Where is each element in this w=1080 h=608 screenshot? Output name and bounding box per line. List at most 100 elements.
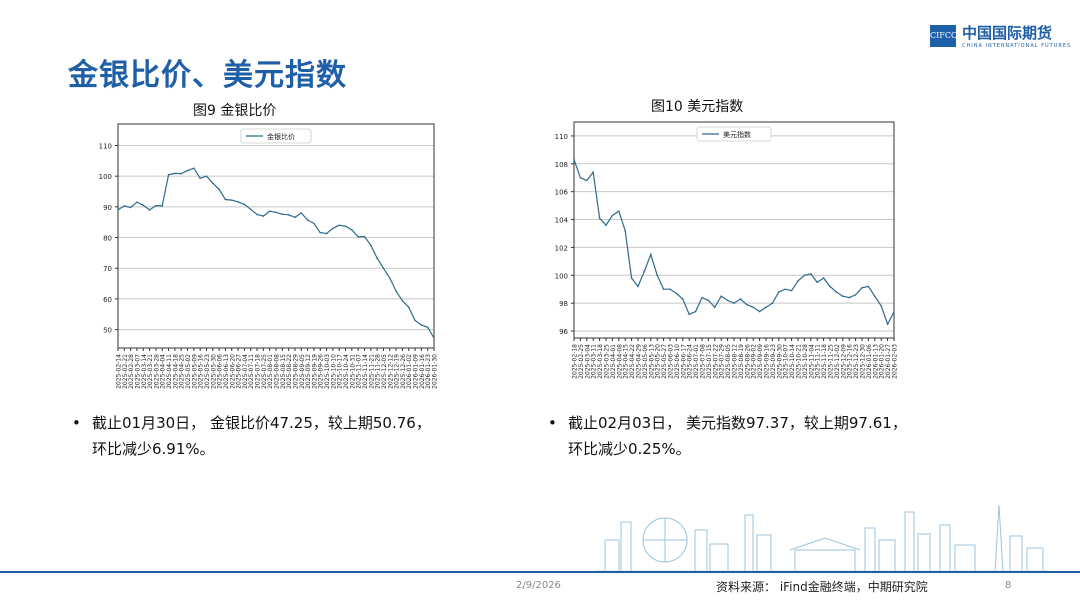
y-tick-label: 100 — [555, 272, 568, 280]
x-tick-label: 2025-08-12 — [732, 344, 739, 379]
data-point — [237, 201, 239, 203]
left-bullet-line2: 环比减少6.91%。 — [92, 440, 215, 458]
x-tick-label: 2025-04-15 — [623, 344, 630, 379]
x-tick-label: 2025-04-08 — [616, 344, 623, 379]
data-point — [300, 212, 303, 214]
data-point — [117, 209, 119, 211]
x-tick-label: 2025-10-14 — [789, 344, 796, 379]
y-tick-label: 50 — [103, 327, 112, 335]
x-tick-label: 2025-04-25 — [179, 354, 186, 389]
data-point — [682, 298, 684, 300]
x-tick-label: 2025-05-30 — [210, 354, 217, 389]
data-point — [275, 211, 277, 214]
x-tick-label: 2025-10-07 — [783, 344, 790, 379]
data-point — [797, 280, 799, 282]
y-tick-label: 80 — [103, 235, 112, 243]
x-tick-label: 2025-06-06 — [217, 354, 224, 389]
data-point — [212, 182, 214, 185]
data-point — [205, 175, 208, 177]
x-tick-label: 2025-08-01 — [267, 354, 274, 389]
x-tick-label: 2026-01-13 — [872, 344, 879, 379]
data-point — [268, 210, 271, 212]
x-tick-label: 2025-05-27 — [661, 344, 668, 379]
x-tick-label: 2025-05-09 — [191, 354, 198, 389]
x-tick-label: 2025-10-31 — [349, 354, 356, 389]
data-point — [861, 287, 863, 289]
data-point — [758, 310, 761, 313]
data-point — [243, 203, 246, 206]
y-tick-label: 104 — [555, 217, 569, 225]
x-tick-label: 2025-09-16 — [764, 344, 771, 379]
x-tick-label: 2025-08-29 — [292, 354, 299, 389]
data-point — [765, 306, 767, 309]
x-tick-label: 2025-11-25 — [828, 344, 835, 379]
data-point — [256, 213, 258, 216]
x-tick-label: 2025-07-22 — [712, 344, 719, 379]
data-point — [218, 188, 220, 191]
right-chart-title: 图10 美元指数 — [651, 99, 744, 115]
x-tick-label: 2025-06-03 — [668, 344, 675, 379]
x-tick-label: 2025-02-14 — [116, 354, 123, 389]
data-point — [880, 305, 882, 307]
data-point — [720, 295, 722, 297]
data-point — [332, 227, 334, 230]
x-tick-label: 2025-05-16 — [198, 354, 205, 389]
x-tick-label: 2025-03-14 — [141, 354, 148, 389]
data-point — [650, 253, 652, 256]
x-tick-label: 2025-03-11 — [591, 344, 598, 379]
left-bullet-line1: 截止01月30日， 金银比价47.25，较上期50.76， — [92, 414, 431, 432]
data-point — [129, 206, 132, 209]
data-point — [281, 213, 284, 216]
data-point — [714, 306, 716, 309]
data-point — [656, 274, 658, 277]
x-tick-label: 2025-12-19 — [394, 354, 401, 389]
x-tick-label: 2025-04-11 — [166, 354, 173, 389]
data-point — [778, 291, 780, 293]
data-point — [886, 323, 889, 325]
bullet-dot: • — [72, 414, 81, 432]
x-tick-label: 2025-03-25 — [604, 344, 611, 379]
data-point — [395, 290, 397, 293]
x-tick-label: 2025-06-20 — [229, 354, 236, 389]
x-tick-label: 2026-02-03 — [892, 344, 899, 379]
data-point — [230, 199, 233, 201]
x-tick-label: 2026-01-06 — [866, 344, 873, 379]
data-point — [752, 306, 754, 309]
data-point — [739, 298, 742, 300]
footer-date: 2/9/2026 — [516, 580, 561, 591]
data-point — [294, 216, 296, 219]
series-line — [117, 167, 435, 339]
data-point — [401, 299, 404, 302]
x-tick-label: 2025-12-12 — [387, 354, 394, 389]
data-point — [605, 224, 607, 226]
right-bullet-line2: 环比减少0.25%。 — [568, 440, 691, 458]
data-point — [262, 215, 265, 217]
data-point — [733, 302, 735, 304]
x-tick-label: 2025-02-18 — [572, 344, 579, 379]
data-point — [167, 173, 170, 176]
x-tick-label: 2025-07-11 — [248, 354, 255, 389]
x-tick-label: 2026-01-02 — [406, 354, 413, 389]
x-tick-label: 2025-09-30 — [776, 344, 783, 379]
x-tick-label: 2025-10-21 — [796, 344, 803, 379]
x-tick-label: 2025-06-10 — [674, 344, 681, 379]
y-tick-label: 60 — [103, 296, 112, 304]
left-chart-title: 图9 金银比价 — [193, 103, 277, 119]
data-point — [803, 274, 806, 277]
data-point — [351, 229, 353, 231]
x-tick-label: 2026-01-20 — [879, 344, 886, 379]
x-tick-label: 2025-09-26 — [318, 354, 325, 389]
page-number: 8 — [1005, 580, 1012, 591]
data-point — [426, 326, 429, 329]
data-point — [382, 267, 385, 270]
x-tick-label: 2025-09-23 — [770, 344, 777, 379]
x-tick-label: 2025-12-02 — [834, 344, 841, 379]
x-tick-label: 2025-06-24 — [687, 344, 694, 379]
data-point — [414, 319, 416, 322]
data-point — [810, 273, 812, 275]
x-tick-label: 2025-04-29 — [636, 344, 643, 379]
data-point — [306, 219, 309, 221]
legend-label: 金银比价 — [267, 132, 295, 141]
data-point — [784, 288, 786, 291]
x-tick-label: 2026-01-30 — [432, 354, 439, 389]
